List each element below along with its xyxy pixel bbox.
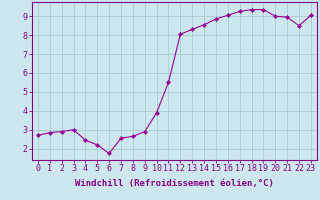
X-axis label: Windchill (Refroidissement éolien,°C): Windchill (Refroidissement éolien,°C) xyxy=(75,179,274,188)
